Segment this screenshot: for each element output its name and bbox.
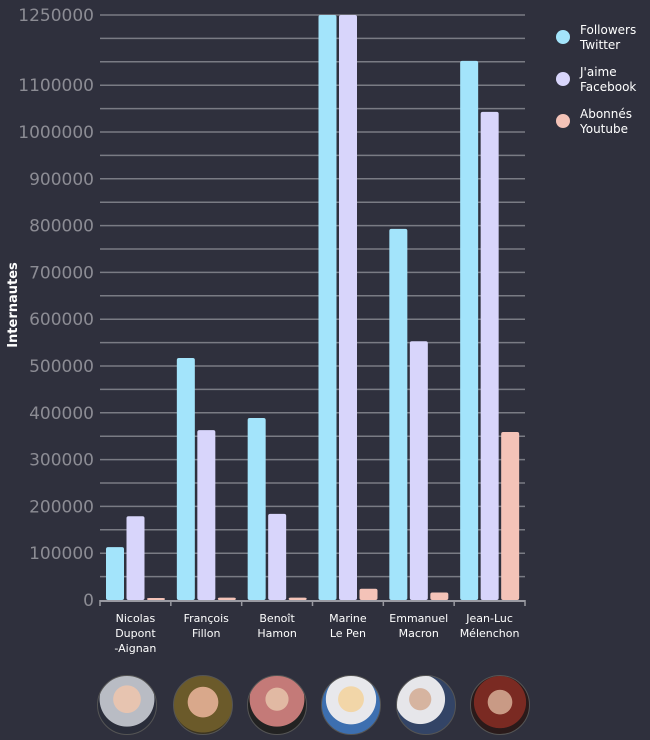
y-tick-label: 1100000 (18, 76, 94, 96)
nicolas-dupont-aignan-photo (97, 675, 157, 735)
emmanuel-macron-photo (396, 675, 456, 735)
bar-2-1 (217, 597, 236, 600)
bar-2-4 (430, 592, 449, 600)
marine-le-pen-photo (321, 675, 381, 735)
category-label: Emmanuel (389, 612, 448, 625)
category-label: Marine (329, 612, 367, 625)
bar-2-5 (501, 431, 520, 600)
bar-1-0 (126, 516, 145, 600)
bar-1-4 (409, 341, 428, 600)
y-tick-label: 400000 (29, 404, 94, 424)
legend-label: J'aime (579, 65, 617, 79)
bar-1-2 (268, 513, 287, 600)
y-tick-label: 600000 (29, 310, 94, 330)
bar-0-1 (176, 358, 195, 600)
y-tick-label: 200000 (29, 497, 94, 517)
y-tick-label: 800000 (29, 217, 94, 237)
category-label: Hamon (257, 627, 296, 640)
y-tick-label: 0 (83, 591, 94, 611)
bar-0-4 (389, 228, 408, 600)
y-tick-label: 300000 (29, 451, 94, 471)
category-label: Jean-Luc (465, 612, 513, 625)
legend-marker (556, 72, 570, 86)
legend-marker (556, 30, 570, 44)
category-label: Fillon (192, 627, 220, 640)
category-label: -Aignan (114, 642, 156, 655)
jean-luc-melenchon-photo (470, 675, 530, 735)
category-label: Benoît (259, 612, 295, 625)
bar-1-5 (480, 111, 499, 600)
legend-label: Facebook (580, 80, 636, 94)
category-label: Nicolas (116, 612, 156, 625)
legend-label: Youtube (579, 122, 628, 136)
bar-2-2 (288, 597, 307, 600)
legend-marker (556, 114, 570, 128)
bar-0-0 (106, 547, 124, 600)
y-tick-label: 1000000 (18, 123, 94, 143)
category-label: Le Pen (330, 627, 366, 640)
bar-2-3 (359, 588, 378, 600)
bar-0-3 (318, 15, 337, 600)
category-label: Dupont (115, 627, 156, 640)
category-label: Mélenchon (460, 627, 520, 640)
legend-label: Twitter (579, 38, 620, 52)
benoit-hamon-photo (247, 675, 307, 735)
legend-label: Followers (580, 23, 636, 37)
category-label: Macron (399, 627, 439, 640)
y-tick-label: 500000 (29, 357, 94, 377)
bar-2-0 (147, 598, 165, 600)
y-tick-label: 1250000 (18, 6, 94, 26)
bar-0-2 (247, 417, 266, 600)
y-tick-label: 700000 (29, 263, 94, 283)
bar-0-5 (460, 60, 479, 600)
legend-label: Abonnés (580, 107, 632, 121)
bar-1-1 (197, 430, 216, 600)
y-tick-label: 100000 (29, 544, 94, 564)
y-tick-label: 900000 (29, 170, 94, 190)
category-label: François (184, 612, 230, 625)
francois-fillon-photo (173, 675, 233, 735)
bar-1-3 (339, 15, 357, 600)
y-axis-label: Internautes (6, 262, 21, 348)
